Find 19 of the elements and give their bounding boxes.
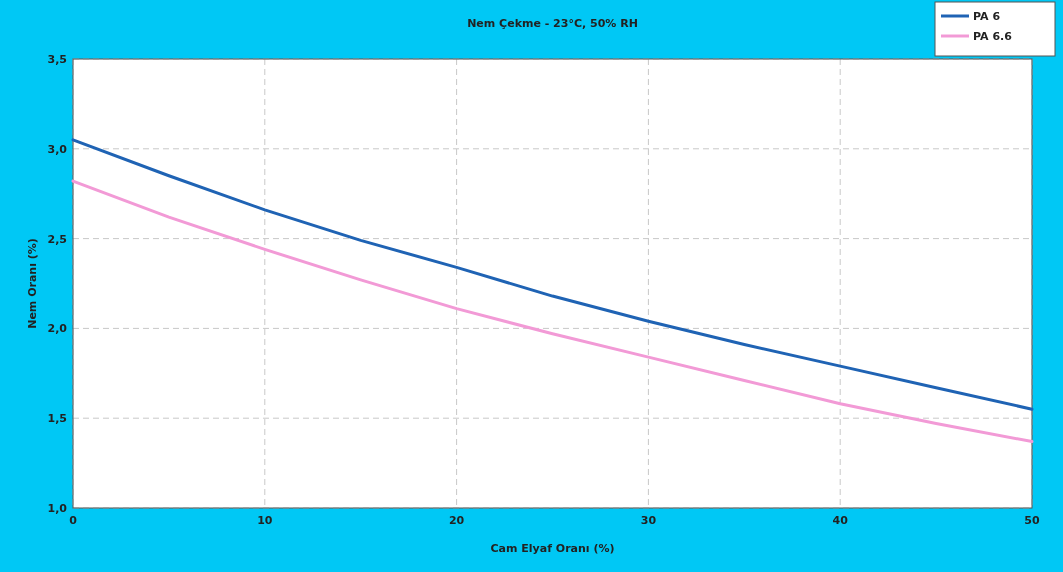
line-series [71, 179, 1034, 444]
y-tick-label: 3,5 [47, 53, 67, 66]
legend-label: PA 6 [973, 10, 1001, 23]
x-tick-label: 20 [448, 514, 465, 527]
line-series [71, 138, 1034, 411]
x-axis-title: Cam Elyaf Oranı (%) [490, 542, 615, 555]
chart-title: Nem Çekme - 23°C, 50% RH [467, 17, 638, 30]
x-tick-label: 50 [1024, 514, 1040, 527]
x-tick-label: 30 [640, 514, 657, 527]
y-tick-label: 1,5 [47, 412, 67, 426]
y-tick-label: 1,0 [47, 502, 68, 515]
x-tick-label: 0 [69, 514, 78, 527]
y-tick-label: 2,0 [47, 322, 68, 336]
x-tick-label: 10 [257, 514, 273, 527]
x-tick-label: 40 [832, 514, 849, 527]
y-axis-title: Nem Oranı (%) [26, 238, 39, 329]
y-tick-label: 2,5 [47, 232, 67, 246]
legend-label: PA 6.6 [973, 30, 1013, 43]
y-tick-label: 3,0 [47, 142, 68, 156]
